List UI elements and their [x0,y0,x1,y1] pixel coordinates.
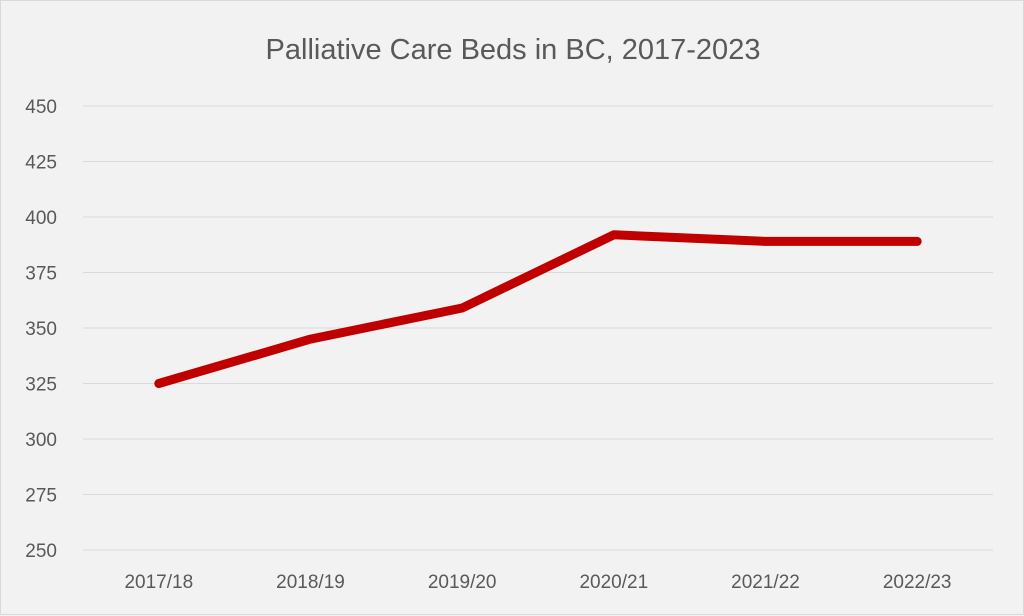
y-tick-label: 250 [25,541,57,562]
y-tick-label: 450 [25,97,57,118]
x-axis-tick-labels: 2017/18 2018/19 2019/20 2020/21 2021/22 2022/… [124,572,951,593]
y-axis-tick-labels: 250 275 300 325 350 375 400 425 450 [25,97,57,562]
series-layer [159,235,918,384]
x-tick-label: 2020/21 [579,572,648,593]
y-tick-label: 350 [25,319,57,340]
x-tick-label: 2021/22 [731,572,800,593]
x-tick-label: 2017/18 [124,572,193,593]
y-tick-label: 275 [25,486,57,507]
x-tick-label: 2019/20 [428,572,497,593]
x-tick-label: 2018/19 [276,572,345,593]
y-tick-label: 325 [25,375,57,396]
y-tick-label: 400 [25,208,57,229]
gridlines [83,106,993,550]
x-tick-label: 2022/23 [883,572,952,593]
y-tick-label: 300 [25,430,57,451]
chart-title: Palliative Care Beds in BC, 2017-2023 [266,34,761,66]
y-tick-label: 375 [25,264,57,285]
series-line [159,235,917,384]
y-tick-label: 425 [25,153,57,174]
